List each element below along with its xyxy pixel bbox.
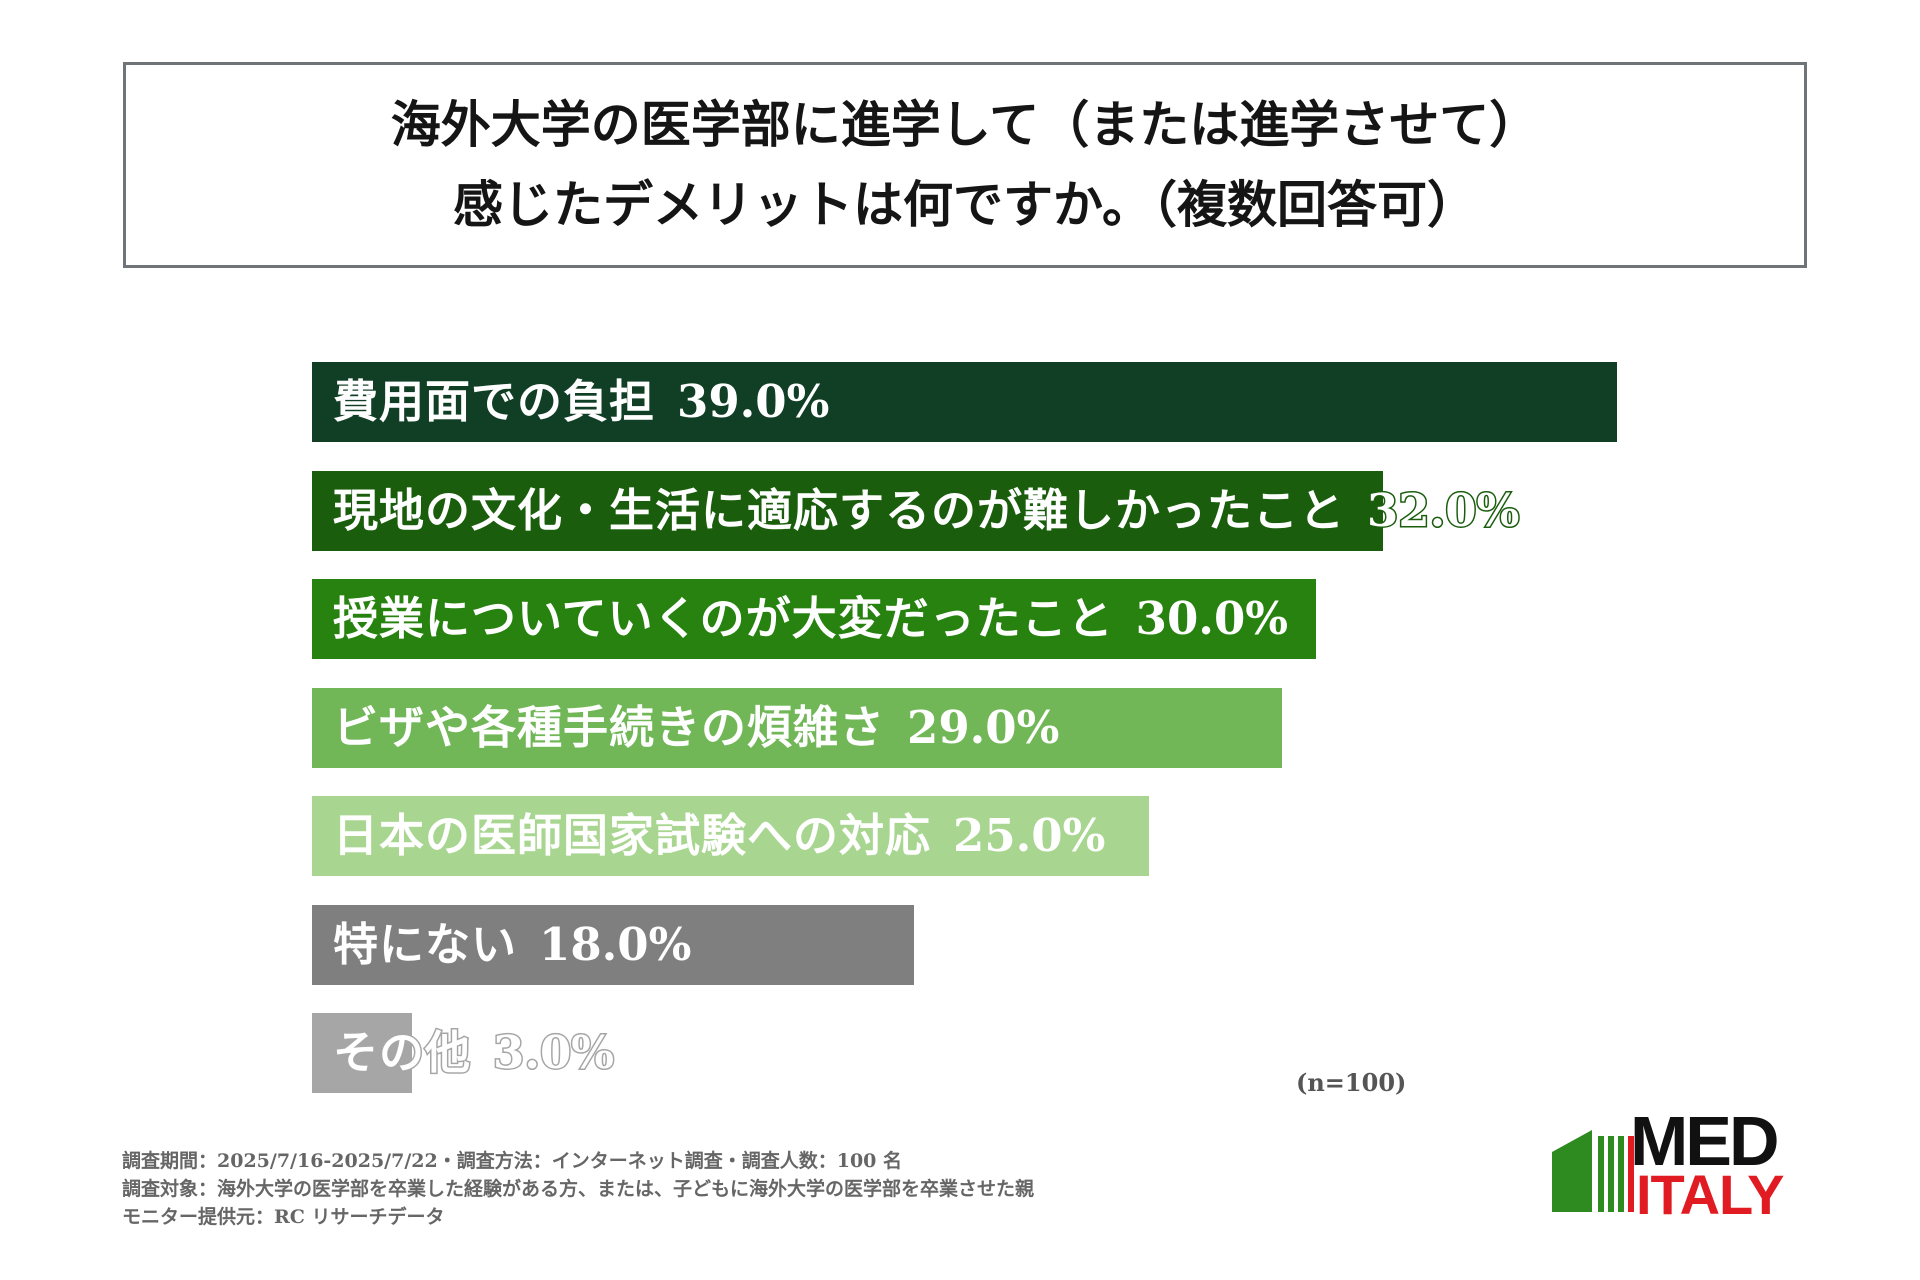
bar	[312, 579, 1316, 659]
category-label: 現地の文化・生活に適応するのが難しかったこと	[331, 483, 1346, 539]
bar	[312, 362, 1617, 442]
footnote-provider: モニター提供元：RC リサーチデータ	[122, 1206, 445, 1228]
value-label: 39.0%	[676, 374, 831, 430]
bar-label: 授業についていくのが大変だったこと 30.0%	[332, 579, 1290, 659]
survey-footnotes: 調査期間：2025/7/16-2025/7/22・調査方法：インターネット調査・…	[122, 1147, 1034, 1231]
category-label: 費用面での負担	[331, 374, 656, 430]
logo-bars-icon	[1552, 1130, 1634, 1212]
chart-title-line-1: 海外大学の医学部に進学して（または進学させて）	[390, 95, 1540, 154]
value-label: 18.0%	[538, 917, 693, 973]
category-label: 日本の医師国家試験への対応	[331, 808, 932, 864]
category-label: ビザや各種手続きの煩雑さ	[331, 700, 886, 756]
logo-med-text: MED	[1630, 1102, 1780, 1180]
bar	[312, 1013, 412, 1093]
bar	[312, 905, 914, 985]
chart-title-line-2: 感じたデメリットは何ですか。（複数回答可）	[453, 175, 1477, 234]
bar-label: 特にない 18.0%	[331, 905, 693, 985]
value-label: 32.0%	[1366, 483, 1521, 539]
bar-label: 現地の文化・生活に適応するのが難しかったこと 32.0%	[331, 471, 1521, 551]
bar-label: 日本の医師国家試験への対応 25.0%	[331, 796, 1107, 876]
bar	[312, 688, 1282, 768]
bar-label: 費用面での負担 39.0%	[331, 362, 831, 442]
value-label: 29.0%	[906, 700, 1061, 756]
sample-size-note: (n=100)	[1296, 1068, 1407, 1097]
logo-italy-text: ITALY	[1636, 1163, 1784, 1226]
med-italy-logo: MED ITALY	[1552, 1106, 1812, 1226]
title-box: 海外大学の医学部に進学して（または進学させて） 感じたデメリットは何ですか。（複…	[123, 62, 1807, 268]
bar-label: その他 3.0%	[331, 1013, 616, 1093]
category-label: 特にない	[331, 917, 518, 973]
value-label: 3.0%	[492, 1025, 616, 1081]
category-label: 授業についていくのが大変だったこと	[332, 591, 1115, 647]
bar	[312, 796, 1149, 876]
footnote-target: 調査対象：海外大学の医学部を卒業した経験がある方、または、子どもに海外大学の医学…	[122, 1178, 1035, 1200]
value-label: 25.0%	[952, 808, 1107, 864]
bar	[312, 471, 1383, 551]
bar-label: ビザや各種手続きの煩雑さ 29.0%	[331, 688, 1061, 768]
category-label: その他	[331, 1025, 472, 1081]
value-label: 30.0%	[1134, 591, 1289, 647]
footnote-period: 調査期間：2025/7/16-2025/7/22・調査方法：インターネット調査・…	[122, 1150, 903, 1172]
